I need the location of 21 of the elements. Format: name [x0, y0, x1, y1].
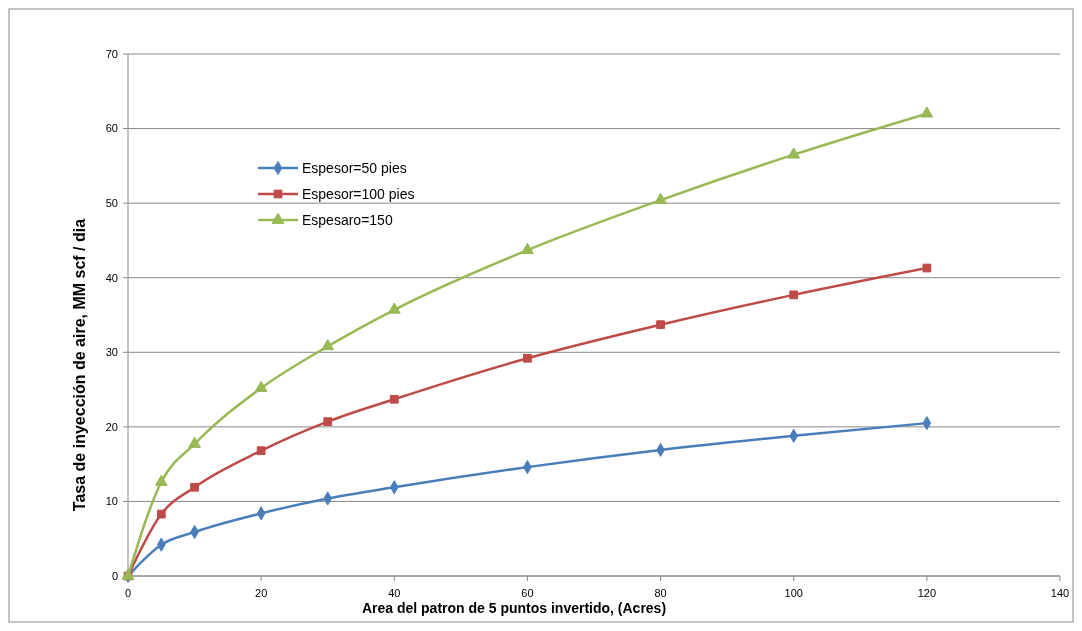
y-tick-label: 10	[105, 495, 118, 508]
legend-label: Espesor=100 pies	[302, 185, 415, 202]
y-tick-label: 20	[105, 420, 118, 433]
legend-label: Espesor=50 pies	[302, 159, 407, 176]
x-tick-label: 80	[654, 587, 667, 599]
x-tick-label: 100	[784, 587, 803, 599]
y-tick-label: 0	[111, 569, 118, 582]
y-tick-label: 40	[105, 271, 118, 284]
x-tick-label: 60	[521, 587, 534, 599]
y-axis-title: Tasa de inyección de aire, MM scf / dia	[71, 218, 88, 512]
x-tick-label: 140	[1050, 587, 1070, 599]
y-tick-label: 50	[105, 196, 118, 209]
x-tick-label: 120	[917, 587, 937, 599]
y-tick-label: 60	[105, 122, 118, 135]
y-tick-label: 30	[105, 346, 118, 359]
x-axis-title: Area del patron de 5 puntos invertido, (Acres)	[361, 600, 667, 616]
x-tick-label: 0	[124, 587, 132, 599]
legend-label: Espesaro=150	[302, 211, 393, 228]
x-tick-label: 20	[255, 587, 268, 599]
y-tick-label: 70	[105, 47, 118, 60]
x-tick-label: 40	[388, 587, 401, 599]
